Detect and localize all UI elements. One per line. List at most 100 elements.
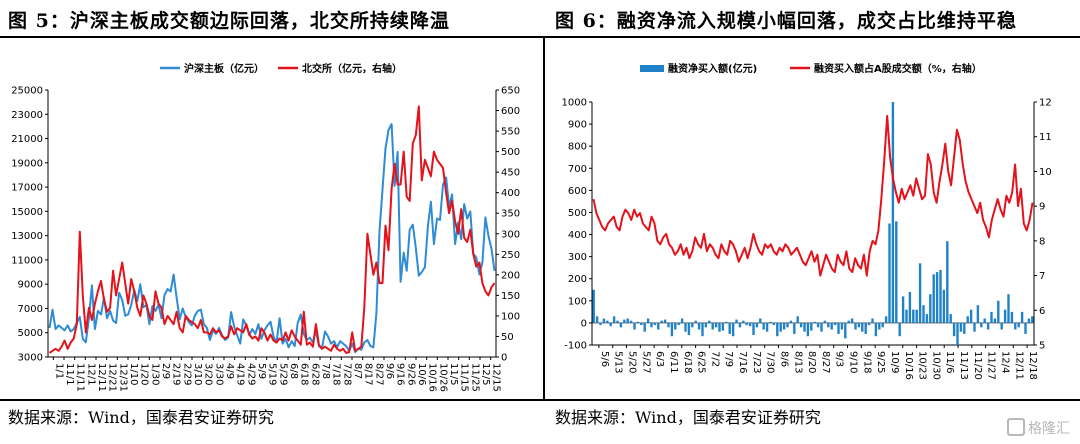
bar-net-buy <box>850 318 854 323</box>
x-tick-label: 5/29 <box>277 363 288 385</box>
bar-net-buy <box>803 322 806 332</box>
bar-net-buy <box>650 322 653 328</box>
y-tick-label-left: 3000 <box>18 353 43 364</box>
y-tick-label-left: 800 <box>568 142 587 153</box>
x-tick-label: 5/6 <box>599 351 610 367</box>
bar-net-buy <box>616 320 619 323</box>
y-tick-label-right: 350 <box>501 209 520 220</box>
bar-net-buy <box>653 322 657 326</box>
x-tick-label: 10/9 <box>889 351 900 373</box>
x-tick-label: 8/17 <box>363 363 374 385</box>
y-tick-label-left: 23000 <box>11 110 43 121</box>
y-tick-label-left: 13000 <box>11 231 43 242</box>
bar-net-buy <box>731 322 735 337</box>
bar-net-buy <box>901 296 905 323</box>
bar-net-buy <box>854 322 857 330</box>
x-tick-label: 4/19 <box>235 363 246 385</box>
x-tick-label: 12/11 <box>1013 351 1024 380</box>
y-tick-label-left: 11000 <box>11 255 43 266</box>
x-tick-label: 6/25 <box>696 351 707 373</box>
x-tick-label: 4/9 <box>224 363 235 379</box>
y-tick-label-left: 900 <box>568 120 587 131</box>
x-tick-label: 2/9 <box>160 363 171 379</box>
x-tick-label: 11/25 <box>469 363 480 392</box>
bar-net-buy <box>932 274 935 323</box>
bar-net-buy <box>1017 322 1020 328</box>
x-tick-label: 7/28 <box>341 363 352 385</box>
bar-net-buy <box>721 322 725 331</box>
x-tick-label: 5/9 <box>256 363 267 379</box>
x-tick-label: 12/15 <box>491 363 502 392</box>
bar-net-buy <box>888 223 891 323</box>
y-tick-label-left: 19000 <box>11 158 43 169</box>
bar-net-buy <box>952 322 956 337</box>
x-tick-label: 2/19 <box>171 363 182 385</box>
bar-net-buy <box>949 314 952 323</box>
y-tick-label-right: 50 <box>501 332 514 343</box>
y-tick-label-left: 15000 <box>11 207 43 218</box>
bar-net-buy <box>993 318 997 323</box>
bar-net-buy <box>990 311 993 323</box>
bar-net-buy <box>680 318 684 323</box>
x-tick-label: 8/27 <box>373 363 384 385</box>
x-tick-label: 4/29 <box>245 363 256 385</box>
bar-net-buy <box>592 289 595 323</box>
bar-net-buy <box>602 318 606 323</box>
y-tick-label-left: 300 <box>568 252 587 263</box>
x-tick-label: 6/18 <box>682 351 693 373</box>
bar-net-buy <box>725 321 728 323</box>
y-tick-label-right: 12 <box>1039 98 1052 109</box>
bar-net-buy <box>599 322 602 326</box>
x-tick-label: 12/4 <box>999 351 1010 373</box>
bar-net-buy <box>912 309 915 323</box>
bar-net-buy <box>742 320 745 323</box>
x-tick-label: 7/30 <box>765 351 776 373</box>
y-tick-label-right: 300 <box>501 229 520 240</box>
bar-net-buy <box>956 322 959 345</box>
bar-net-buy <box>864 322 867 334</box>
bar-net-buy <box>755 322 759 328</box>
bar-net-buy <box>762 322 765 330</box>
title-rule <box>0 36 1080 38</box>
x-tick-label: 6/8 <box>288 363 299 379</box>
x-tick-label: 9/18 <box>861 351 872 373</box>
x-tick-label: 5/27 <box>640 351 651 373</box>
bar-net-buy <box>748 322 752 327</box>
bar-net-buy <box>691 322 694 328</box>
x-tick-label: 11/13 <box>958 351 969 380</box>
y-tick-label-left: 5000 <box>18 328 43 339</box>
bar-net-buy <box>619 322 623 328</box>
bar-net-buy <box>674 322 677 330</box>
bar-net-buy <box>816 322 820 328</box>
bar-net-buy <box>684 322 687 332</box>
x-tick-label: 10/16 <box>903 351 914 380</box>
x-tick-label: 11/20 <box>972 351 983 380</box>
bar-net-buy <box>973 322 976 332</box>
bar-net-buy <box>745 322 748 326</box>
bar-net-buy <box>922 305 925 323</box>
bar-net-buy <box>983 318 986 323</box>
bar-net-buy <box>697 322 701 330</box>
bar-net-buy <box>857 322 861 328</box>
source-rule <box>0 399 1080 401</box>
bar-net-buy <box>646 318 650 323</box>
x-tick-label: 7/23 <box>751 351 762 373</box>
watermark: 格隆汇 <box>1007 418 1070 438</box>
bar-net-buy <box>714 322 718 328</box>
x-tick-label: 12/21 <box>107 363 118 392</box>
bar-net-buy <box>772 322 776 326</box>
x-tick-label: 7/16 <box>737 351 748 373</box>
bar-net-buy <box>701 322 704 337</box>
bar-net-buy <box>711 322 714 330</box>
y-tick-label-right: 500 <box>501 147 520 158</box>
y-tick-label-right: 250 <box>501 250 520 261</box>
x-tick-label: 9/26 <box>405 363 416 385</box>
bar-net-buy <box>976 305 980 323</box>
bar-net-buy <box>942 289 946 323</box>
bar-net-buy <box>813 321 816 323</box>
bar-net-buy <box>636 321 640 323</box>
bar-net-buy <box>840 322 844 330</box>
bar-net-buy <box>986 322 990 330</box>
bar-net-buy <box>969 309 973 323</box>
legend-label: 融资买入额占A股成交额（%，右轴） <box>814 62 982 75</box>
